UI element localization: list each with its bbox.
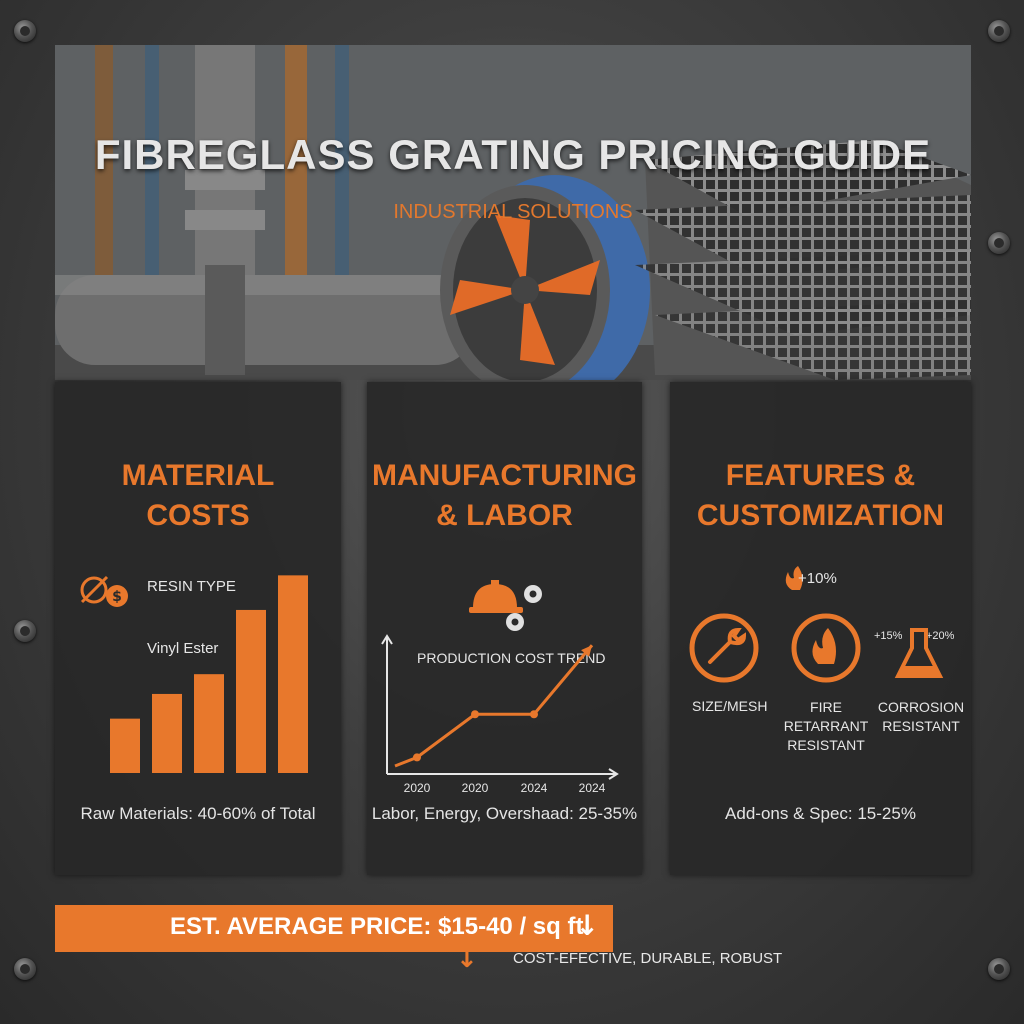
features-customization-panel: FEATURES & CUSTOMIZATION +10% +15% +20% … — [670, 382, 971, 875]
manufacturing-labor-panel: MANUFACTURING & LABOR PRODUCTION COST TR… — [367, 382, 642, 875]
material-costs-panel: MATERIAL COSTS $ RESIN TYPE Vinyl Ester … — [55, 382, 341, 875]
resin-type-value: Vinyl Ester — [147, 640, 219, 657]
fire-retardant-label: FIRE RETARRANT RESISTANT — [783, 699, 869, 753]
production-cost-line-chart: 2020 2020 2024 2024 — [381, 634, 619, 795]
wrench-icon — [689, 613, 759, 683]
bar-1 — [110, 718, 140, 773]
price-banner: EST. AVERAGE PRICE: $15-40 / sq ft ↓ — [55, 905, 613, 952]
y-axis-arrow — [381, 634, 393, 645]
bolt-icon — [988, 20, 1010, 42]
x-tick-label: 2024 — [521, 781, 548, 795]
trend-chart-title: PRODUCTION COST TREND — [417, 650, 606, 666]
x-axis-arrow — [608, 768, 619, 780]
bar-2 — [152, 693, 182, 773]
features-footer: Add-ons & Spec: 15-25% — [725, 804, 916, 823]
corrosion-upcharge-b: +20% — [926, 630, 955, 642]
page-title: FIBREGLASS GRATING PRICING GUIDE — [94, 131, 932, 178]
bolt-icon — [988, 232, 1010, 254]
material-footer: Raw Materials: 40-60% of Total — [80, 804, 316, 823]
x-tick-label: 2024 — [579, 781, 606, 795]
industrial-scene-illustration — [55, 45, 971, 380]
page-subtitle: INDUSTRIAL SOLUTIONS — [393, 201, 633, 223]
size-mesh-label: SIZE/MESH — [692, 698, 768, 714]
down-arrow-icon: ↓ — [456, 944, 478, 974]
panel-title: MANUFACTURING & LABOR — [372, 459, 637, 532]
trend-point-3 — [530, 710, 538, 719]
down-arrow-icon: ↓ — [575, 909, 599, 942]
hero-photo: FIBREGLASS GRATING PRICING GUIDE INDUSTR… — [55, 45, 971, 380]
trend-point-2 — [471, 710, 479, 719]
corrosion-upcharge-a: +15% — [874, 630, 903, 642]
bar-4 — [236, 609, 266, 773]
flask-icon — [894, 628, 944, 678]
bolt-icon — [14, 620, 36, 642]
x-tick-label: 2020 — [404, 781, 431, 795]
svg-text:$: $ — [112, 589, 122, 605]
bolt-icon — [988, 958, 1010, 980]
bolt-icon — [14, 20, 36, 42]
fire-upcharge: +10% — [798, 570, 837, 587]
hardhat-gears-icon — [469, 580, 542, 631]
price-banner-text: EST. AVERAGE PRICE: $15-40 / sq ft — [170, 913, 584, 940]
corrosion-resistant-label: CORROSION RESISTANT — [877, 699, 965, 734]
trend-point-1 — [413, 753, 421, 762]
fire-icon — [791, 613, 861, 683]
manufacturing-footer: Labor, Energy, Overshaad: 25-35% — [371, 804, 638, 823]
x-tick-label: 2020 — [462, 781, 489, 795]
bar-5 — [278, 575, 308, 773]
tagline: COST-EFECTIVE, DURABLE, ROBUST — [513, 950, 783, 967]
panel-title: MATERIAL COSTS — [121, 459, 275, 532]
cost-trend-line — [394, 644, 594, 768]
trend-arrowhead — [581, 645, 592, 657]
material-cost-bar-chart — [110, 575, 308, 773]
bolt-icon — [14, 958, 36, 980]
resin-cost-icon: $ — [80, 575, 128, 607]
resin-type-label: RESIN TYPE — [147, 578, 236, 595]
panel-title: FEATURES & CUSTOMIZATION — [696, 459, 945, 532]
bar-3 — [194, 674, 224, 773]
small-flame-icon — [785, 566, 803, 590]
